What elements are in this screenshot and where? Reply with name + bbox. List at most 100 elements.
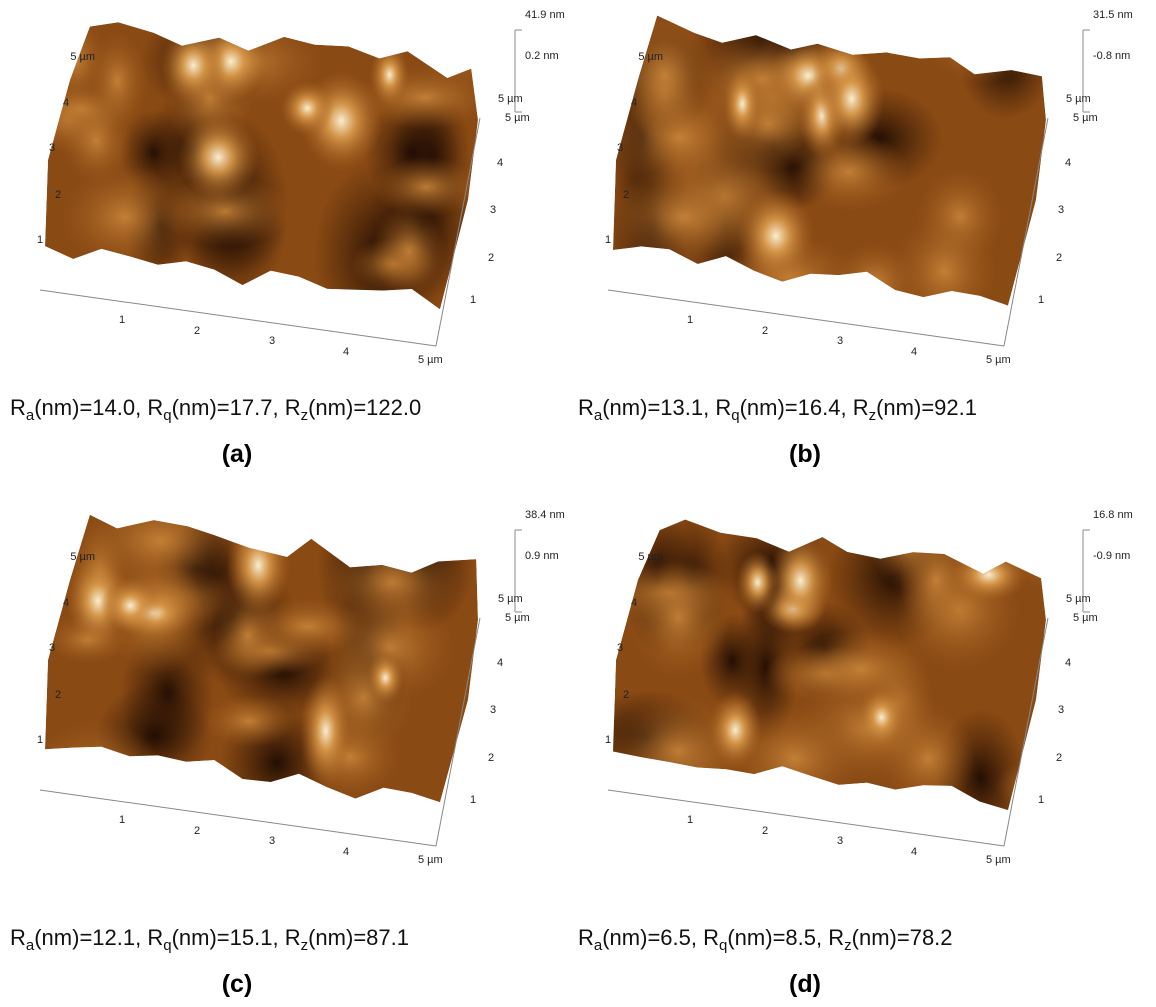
axis-line <box>608 290 1004 346</box>
tick-label: 5 µm <box>505 612 530 624</box>
symbol: R <box>147 395 163 420</box>
peak <box>178 114 259 201</box>
tick-label: 3 <box>837 335 843 347</box>
separator: , <box>135 395 147 420</box>
tick-label: -0.8 nm <box>1093 50 1130 62</box>
tick-label: 2 <box>1056 752 1062 764</box>
peak <box>819 51 884 147</box>
ridge <box>627 557 730 679</box>
tick-label: 2 <box>762 325 768 337</box>
separator: , <box>272 925 284 950</box>
subscript: q <box>163 407 171 424</box>
tick-label: 2 <box>194 825 200 837</box>
tick-label: 5 µm <box>70 551 95 563</box>
tick-label: 1 <box>1038 294 1044 306</box>
peak <box>370 43 409 106</box>
peak <box>101 577 161 633</box>
tick-label: 5 µm <box>638 51 663 63</box>
tick-label: 2 <box>1056 252 1062 264</box>
tick-label: 4 <box>343 346 349 358</box>
value: (nm)=16.4 <box>740 395 841 420</box>
ridge <box>372 206 447 296</box>
tick-label: 1 <box>37 734 43 746</box>
peak <box>768 533 833 628</box>
value: (nm)=8.5 <box>727 925 816 950</box>
tick-label: -0.9 nm <box>1093 550 1130 562</box>
tick-label: 3 <box>269 835 275 847</box>
tick-label: 4 <box>1065 157 1071 169</box>
symbol: R <box>715 395 731 420</box>
tick-label: 4 <box>497 657 503 669</box>
subscript: a <box>594 937 602 954</box>
panel-label: (d) <box>745 970 865 999</box>
tick-label: 1 <box>119 314 125 326</box>
tick-label: 3 <box>617 142 623 154</box>
panel: 12345 µm12345 µm12345 µm5 µm16.8 nm-0.9 … <box>576 491 1132 866</box>
symbol: R <box>703 925 719 950</box>
value: (nm)=14.0 <box>34 395 135 420</box>
tick-label: 2 <box>623 689 629 701</box>
tick-label: 5 µm <box>418 354 443 366</box>
tick-label: 3 <box>49 142 55 154</box>
tick-label: 1 <box>37 234 43 246</box>
peak <box>160 25 226 106</box>
tick-label: 5 µm <box>986 854 1011 866</box>
peak <box>226 516 290 615</box>
tick-label: 5 µm <box>70 51 95 63</box>
tick-label: 1 <box>687 314 693 326</box>
tick-label: 5 µm <box>1066 93 1091 105</box>
tick-label: 41.9 nm <box>525 9 565 21</box>
subscript: a <box>26 937 34 954</box>
subscript: z <box>301 937 309 954</box>
ridge <box>61 97 132 185</box>
axis-line <box>40 790 436 846</box>
separator: , <box>703 395 715 420</box>
tick-label: 4 <box>63 97 69 109</box>
tick-label: 3 <box>1058 204 1064 216</box>
tick-label: 5 µm <box>498 93 523 105</box>
symbol: R <box>285 395 301 420</box>
panel-label: (c) <box>177 970 297 999</box>
tick-label: 4 <box>911 846 917 858</box>
tick-label: 2 <box>762 825 768 837</box>
tick-label: 5 µm <box>498 593 523 605</box>
surface <box>25 480 478 843</box>
ridge <box>892 212 997 331</box>
tick-label: 4 <box>631 97 637 109</box>
peak <box>723 67 762 142</box>
value: (nm)=13.1 <box>602 395 703 420</box>
ridge <box>869 491 949 591</box>
subscript: z <box>301 407 309 424</box>
tick-label: 31.5 nm <box>1093 9 1133 21</box>
panel-label: (b) <box>745 440 865 469</box>
peak <box>738 189 815 282</box>
tick-label: 1 <box>605 234 611 246</box>
peak <box>367 652 403 703</box>
tick-label: 5 µm <box>418 854 443 866</box>
tick-label: 4 <box>497 157 503 169</box>
afm-images: 12345 µm12345 µm12345 µm5 µm41.9 nm0.2 n… <box>0 0 1156 1007</box>
tick-label: 3 <box>490 704 496 716</box>
value: (nm)=92.1 <box>876 395 977 420</box>
ridge <box>793 630 929 708</box>
tick-label: 1 <box>605 734 611 746</box>
axis-line <box>40 290 436 346</box>
panel-label: (a) <box>177 440 297 469</box>
tick-label: 1 <box>119 814 125 826</box>
value: (nm)=12.1 <box>34 925 135 950</box>
tick-label: 5 µm <box>1073 112 1098 124</box>
symbol: R <box>578 395 594 420</box>
tick-label: 38.4 nm <box>525 509 565 521</box>
symbol: R <box>853 395 869 420</box>
tick-label: 1 <box>470 794 476 806</box>
separator: , <box>816 925 828 950</box>
symbol: R <box>828 925 844 950</box>
tick-label: 5 µm <box>1073 612 1098 624</box>
tick-label: 3 <box>49 642 55 654</box>
tick-label: 16.8 nm <box>1093 509 1133 521</box>
tick-label: 3 <box>1058 704 1064 716</box>
tick-label: 1 <box>1038 794 1044 806</box>
value: (nm)=17.7 <box>172 395 273 420</box>
tick-label: 4 <box>631 597 637 609</box>
ridge <box>929 11 1043 83</box>
